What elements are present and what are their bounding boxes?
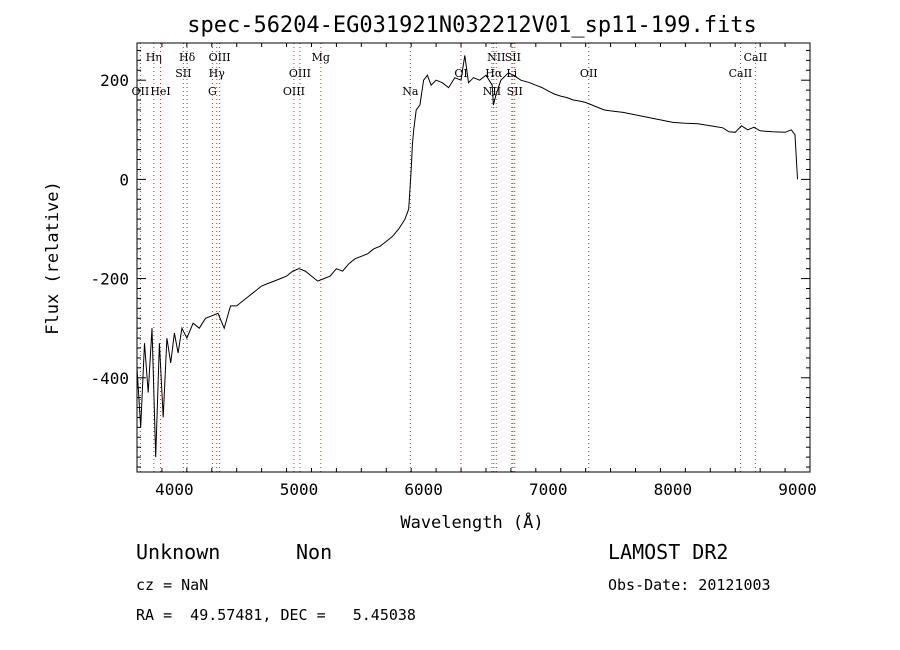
x-tick-label: 4000 — [155, 480, 194, 499]
y-axis-label: Flux (relative) — [43, 181, 63, 335]
x-tick-label: 8000 — [654, 480, 693, 499]
spectral-line-label: CaII — [729, 67, 753, 80]
spectral-line-label: OIII — [209, 51, 231, 64]
y-tick-label: -200 — [90, 270, 129, 289]
coordinates-text: RA = 49.57481, DEC = 5.45038 — [136, 606, 416, 624]
spectral-line-label: CaII — [744, 51, 768, 64]
y-tick-label: 200 — [100, 71, 129, 90]
spectral-line-markers — [139, 43, 756, 472]
chart-title: spec-56204-EG031921N032212V01_sp11-199.f… — [187, 13, 757, 38]
spectral-line-label: OI — [454, 67, 467, 80]
spectral-line-label: OIII — [289, 67, 311, 80]
x-axis-label: Wavelength (Å) — [400, 511, 543, 533]
spectrum-series-line — [136, 55, 798, 458]
spectral-line-label: HeI — [150, 85, 170, 98]
spectral-line-label: SII — [175, 67, 191, 80]
spectral-line-label: Hγ — [209, 67, 226, 80]
spectral-line-label: Hη — [146, 51, 162, 64]
x-tick-label: 5000 — [280, 480, 319, 499]
x-tick-label: 7000 — [529, 480, 568, 499]
x-tick-label: 9000 — [778, 480, 817, 499]
spectral-line-label: SII — [507, 85, 523, 98]
spectral-line-label: NII — [487, 51, 505, 64]
spectral-line-label: OIII — [283, 85, 305, 98]
spectral-line-label: SII — [505, 51, 521, 64]
spectral-line-label: OII — [580, 67, 598, 80]
spectral-line-label: Hα — [485, 67, 503, 80]
obs-date-text: Obs-Date: 20121003 — [608, 576, 771, 594]
spectral-line-label: G — [208, 85, 217, 98]
spectral-line-label: Li — [506, 67, 517, 80]
x-tick-label: 6000 — [404, 480, 443, 499]
redshift-text: cz = NaN — [136, 576, 209, 594]
spectral-line-label: Hδ — [179, 51, 196, 64]
plot-axes: 4000 5000 6000 7000 8000 9000 -400 -200 0 200 — [90, 42, 817, 499]
spectral-line-label: Mg — [312, 51, 330, 64]
y-tick-label: -400 — [90, 369, 129, 388]
spectral-line-label: Na — [402, 85, 419, 98]
survey-name: LAMOST DR2 — [608, 540, 729, 564]
spectral-subclass-label: Non — [296, 540, 333, 564]
plot-frame — [136, 42, 811, 473]
y-tick-label: 0 — [119, 170, 129, 189]
spectral-line-label: OII — [132, 85, 150, 98]
spectral-class-label: Unknown — [136, 540, 221, 564]
